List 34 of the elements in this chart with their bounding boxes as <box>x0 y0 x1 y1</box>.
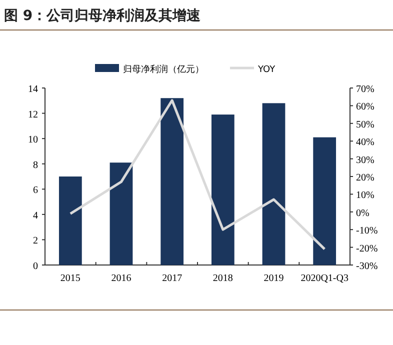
y2-tick-label: -30% <box>356 261 378 272</box>
bar <box>58 176 82 265</box>
y2-tick-label: -20% <box>356 243 378 254</box>
bar <box>313 137 336 265</box>
y-tick-label: 14 <box>28 84 38 95</box>
y-tick-label: 10 <box>28 134 38 146</box>
y-tick-label: 6 <box>33 185 38 196</box>
y2-tick-label: 0% <box>356 208 370 219</box>
y-tick-label: 8 <box>33 160 38 171</box>
y2-tick-label: 10% <box>356 190 374 202</box>
y-tick-label: 4 <box>33 210 38 222</box>
y2-tick-label: 60% <box>356 102 374 113</box>
y2-tick-label: 30% <box>356 154 374 166</box>
bar <box>262 103 286 265</box>
y-tick-label: 2 <box>33 236 38 247</box>
y2-tick-label: 40% <box>356 137 374 148</box>
y2-tick-label: 50% <box>356 119 374 130</box>
bar <box>110 162 133 265</box>
y2-tick-label: -10% <box>356 226 378 237</box>
y-tick-label: 0 <box>33 261 38 272</box>
x-tick-label: 2017 <box>162 273 182 284</box>
x-tick-label: 2019 <box>264 273 284 284</box>
x-tick-label: 2020Q1-Q3 <box>300 273 348 284</box>
x-tick-label: 2018 <box>212 273 233 284</box>
x-tick-label: 2016 <box>111 273 132 284</box>
x-tick-label: 2015 <box>60 273 80 284</box>
y2-tick-label: 20% <box>356 172 374 184</box>
chart-title: 图 9：公司归母净利润及其增速 <box>4 7 202 24</box>
bar <box>211 114 234 265</box>
y2-tick-label: 70% <box>356 84 374 95</box>
legend-label: 归母净利润（亿元） <box>123 64 204 75</box>
legend-label: YOY <box>257 65 276 75</box>
y-tick-label: 12 <box>28 109 38 120</box>
bar <box>160 98 184 265</box>
